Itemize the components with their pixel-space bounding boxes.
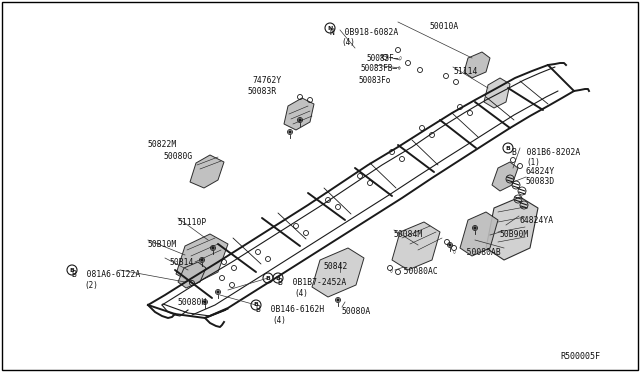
Circle shape [474,227,476,229]
Text: B  0B1B7-2452A: B 0B1B7-2452A [278,278,346,287]
Text: 64824YA: 64824YA [519,216,553,225]
Polygon shape [312,248,364,297]
Polygon shape [178,262,206,288]
Text: R500005F: R500005F [560,352,600,361]
Polygon shape [492,162,518,191]
Text: 74762Y: 74762Y [252,76,281,85]
Circle shape [217,291,219,293]
Text: 50083F—◦: 50083F—◦ [366,54,403,63]
Text: 64824Y: 64824Y [526,167,556,176]
Text: 50083FB—◦: 50083FB—◦ [360,64,402,73]
Text: B  0B146-6162H: B 0B146-6162H [256,305,324,314]
Text: 50010A: 50010A [430,22,460,31]
Text: 50080G: 50080G [163,152,192,161]
Polygon shape [284,98,314,130]
Text: 50842: 50842 [323,262,348,271]
Text: 50080A: 50080A [342,307,371,316]
Circle shape [299,119,301,121]
Text: (1): (1) [526,158,540,167]
Polygon shape [460,212,498,256]
Text: 50083Fo: 50083Fo [358,76,390,85]
Text: 50083R: 50083R [248,87,277,96]
Circle shape [289,131,291,133]
Text: 50B90M: 50B90M [500,230,529,239]
Text: 50B10M: 50B10M [148,240,177,249]
Text: (2): (2) [84,281,98,290]
Circle shape [201,259,203,261]
Circle shape [204,301,206,303]
Text: N: N [327,26,333,31]
Text: N  0B918-6082A: N 0B918-6082A [330,28,398,37]
Polygon shape [484,78,510,108]
Text: B: B [70,267,74,273]
Text: (4): (4) [294,289,308,298]
Text: B: B [266,276,271,280]
Text: ◦  50080AC: ◦ 50080AC [389,267,438,276]
Text: 50B14: 50B14 [170,258,195,267]
Text: 50084M: 50084M [394,230,423,239]
Circle shape [449,244,451,246]
Text: (4): (4) [272,316,286,325]
Text: 50822M: 50822M [148,140,177,149]
Circle shape [212,247,214,249]
Circle shape [337,299,339,301]
Text: B: B [506,145,511,151]
Text: (4): (4) [341,38,355,47]
Polygon shape [486,197,538,260]
Text: B: B [276,276,280,280]
Text: 50083D: 50083D [526,177,556,186]
Polygon shape [176,234,228,284]
Text: B: B [253,302,259,308]
Text: ◦  50080AB: ◦ 50080AB [452,248,500,257]
Text: 51114: 51114 [453,67,477,76]
Polygon shape [464,52,490,78]
Polygon shape [190,155,224,188]
Text: 50080H: 50080H [178,298,207,307]
Text: B  081A6-6122A: B 081A6-6122A [72,270,140,279]
Text: B  081B6-8202A: B 081B6-8202A [512,148,580,157]
Text: 51110P: 51110P [178,218,207,227]
Polygon shape [392,222,440,270]
